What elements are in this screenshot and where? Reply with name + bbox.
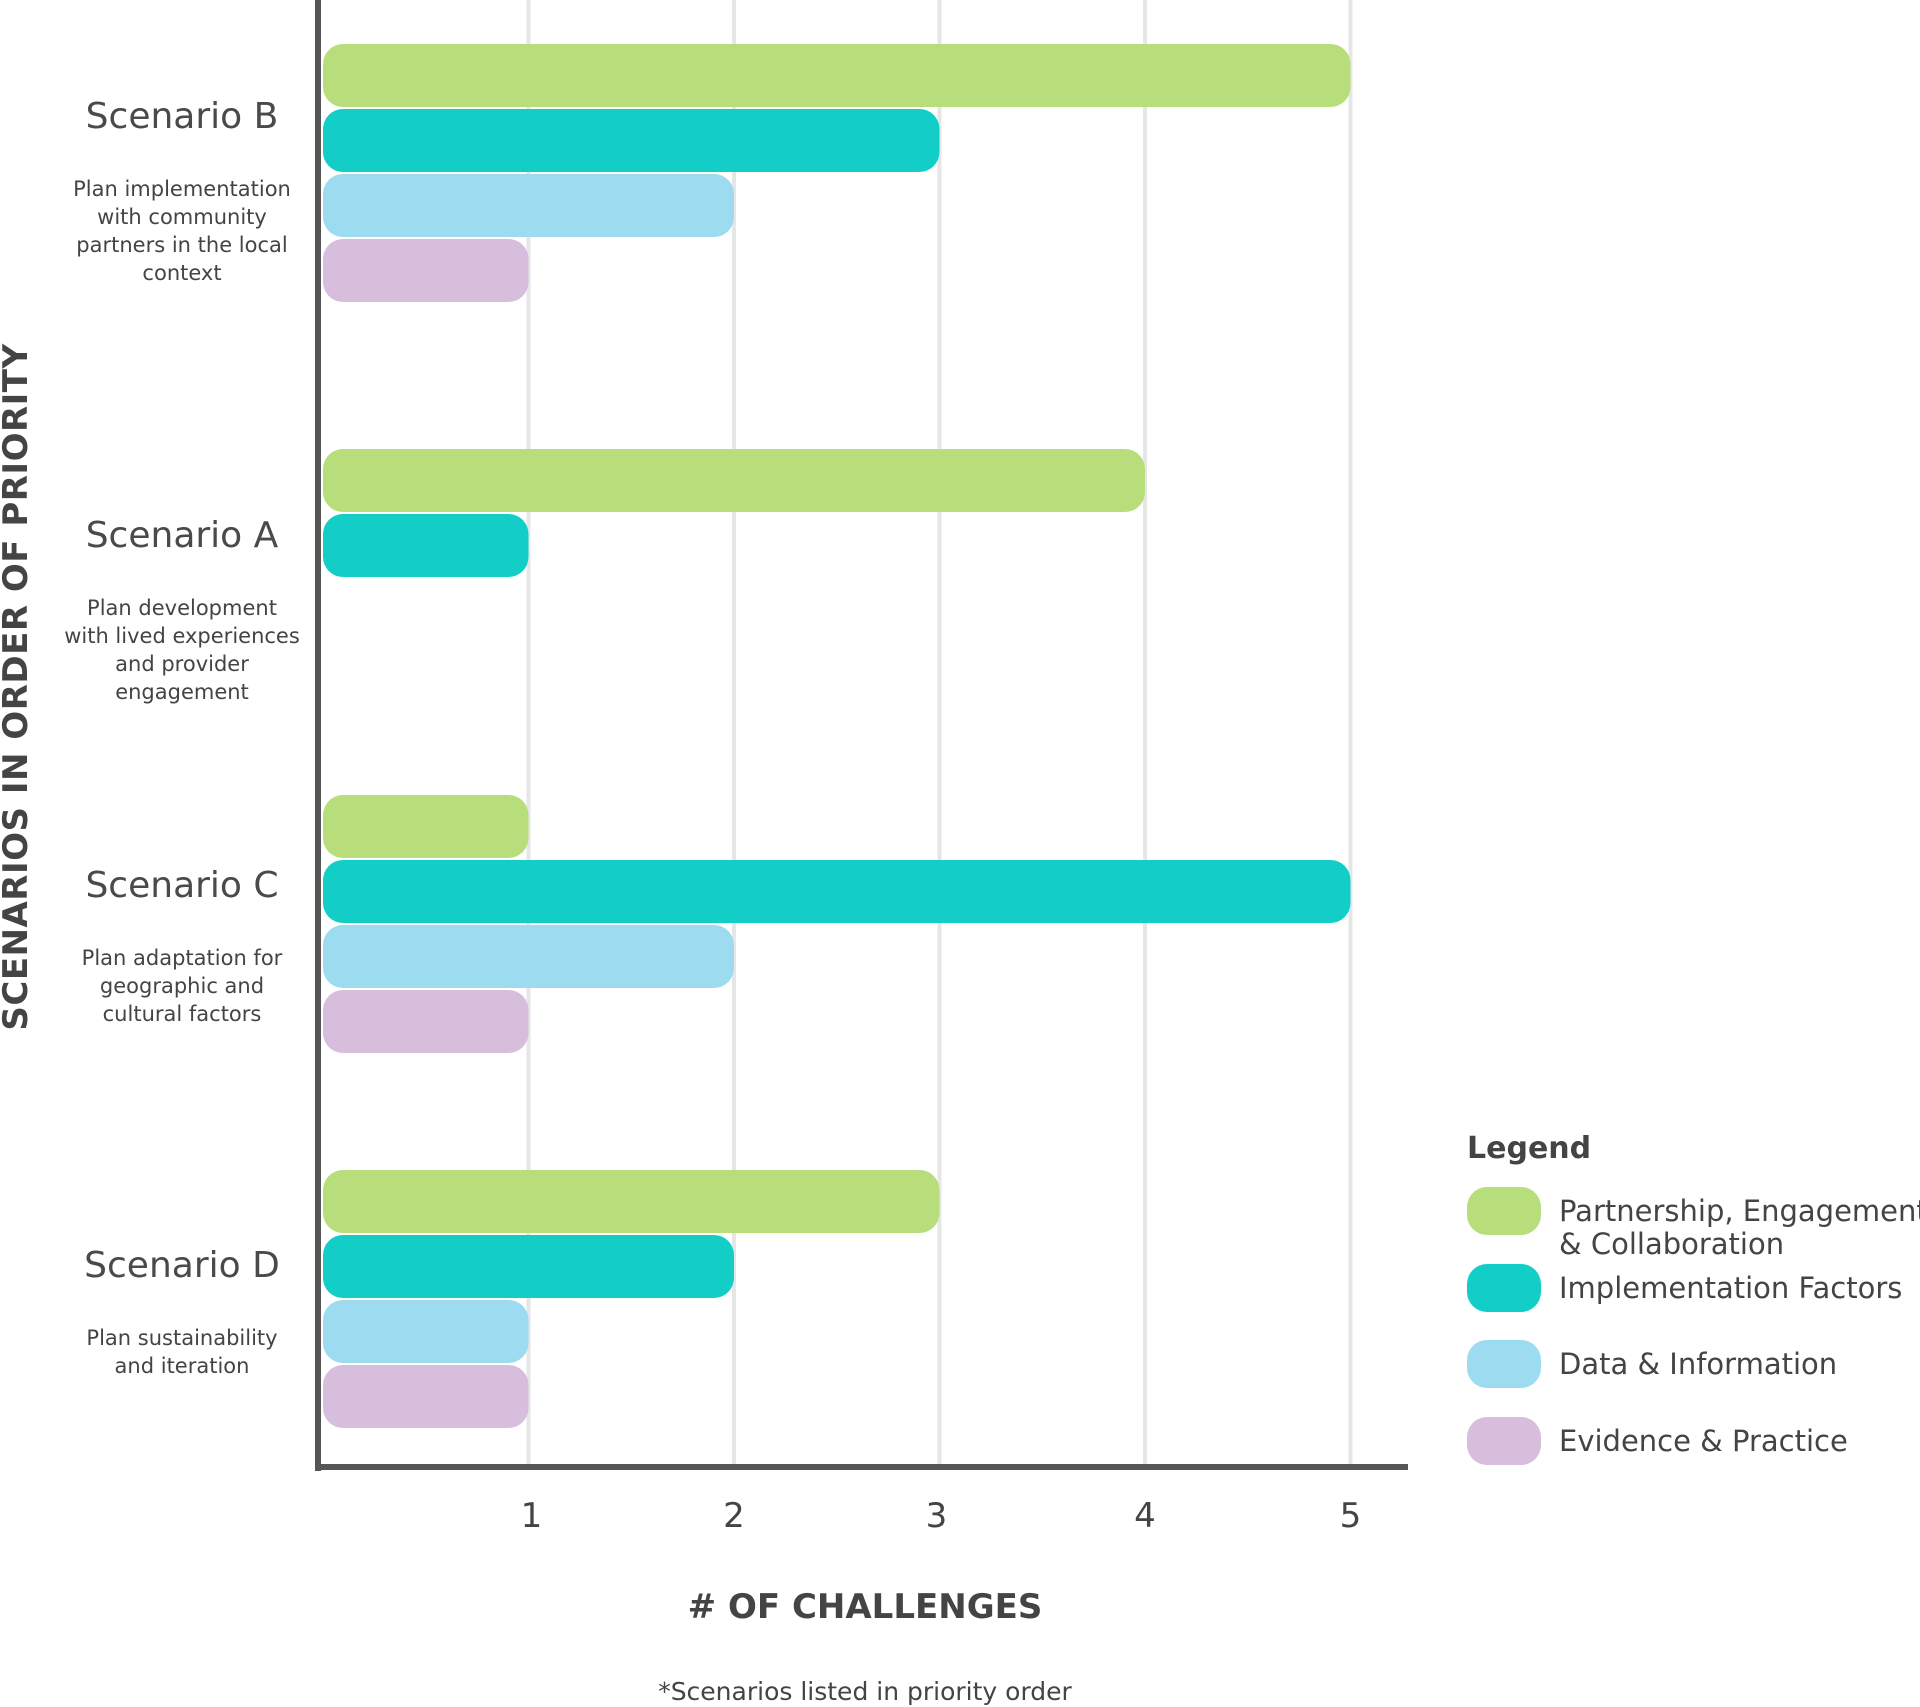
x-axis-title: # OF CHALLENGES [688,1587,1043,1627]
x-tick-label-3: 3 [926,1496,948,1536]
x-tick-label-1: 1 [521,1496,543,1536]
category-description-scenario-b: partners in the local [76,233,287,257]
legend-swatch-3 [1467,1340,1541,1388]
category-label-scenario-b: Scenario B [86,96,279,137]
bar-scenario-d-series-4 [323,1365,529,1428]
legend-swatch-1 [1467,1187,1541,1235]
bar-scenario-c-series-3 [323,925,734,988]
footnote: *Scenarios listed in priority order [658,1677,1072,1706]
y-axis-title: SCENARIOS IN ORDER OF PRIORITY [0,343,36,1030]
x-tick-label-2: 2 [723,1496,745,1536]
legend-label-2: Implementation Factors [1559,1271,1902,1305]
bar-scenario-c-series-4 [323,990,529,1053]
legend-title: Legend [1467,1131,1591,1166]
category-label-scenario-c: Scenario C [85,865,278,906]
legend-label-3: Data & Information [1559,1347,1837,1381]
bar-scenario-b-series-3 [323,174,734,237]
bar-scenario-d-series-2 [323,1235,734,1298]
x-ticks: 1 2 3 4 5 [521,1496,1362,1536]
bar-scenario-b-series-2 [323,109,940,172]
category-label-scenario-d: Scenario D [84,1245,280,1286]
category-description-scenario-c: cultural factors [103,1002,262,1026]
legend-swatch-2 [1467,1264,1541,1312]
bar-scenario-b-series-4 [323,239,529,302]
legend-swatch-4 [1467,1417,1541,1465]
bar-scenario-c-series-2 [323,860,1351,923]
bar-scenario-d-series-1 [323,1170,940,1233]
bar-scenario-a-series-2 [323,514,529,577]
category-description-scenario-d: and iteration [115,1354,250,1378]
category-description-scenario-d: Plan sustainability [86,1326,277,1350]
category-description-scenario-b: Plan implementation [73,177,291,201]
legend-label-1: Partnership, Engagement [1559,1194,1920,1228]
bar-scenario-a-series-1 [323,449,1145,512]
category-description-scenario-a: engagement [115,680,249,704]
category-description-scenario-c: Plan adaptation for [82,946,283,970]
category-description-scenario-b: with community [97,205,267,229]
category-description-scenario-a: Plan development [87,596,277,620]
category-description-scenario-c: geographic and [100,974,264,998]
axes [315,0,1408,1471]
category-label-scenario-a: Scenario A [86,515,279,556]
legend-label-1: & Collaboration [1559,1227,1784,1261]
category-description-scenario-a: and provider [115,652,249,676]
legend: Legend Partnership, Engagement& Collabor… [1467,1131,1920,1465]
bar-scenario-b-series-1 [323,44,1351,107]
legend-label-4: Evidence & Practice [1559,1424,1848,1458]
bar-scenario-d-series-3 [323,1300,529,1363]
category-labels: Scenario B Plan implementation with commun… [64,96,300,1378]
x-tick-label-4: 4 [1134,1496,1156,1536]
bars [323,44,1351,1428]
category-description-scenario-a: with lived experiences [64,624,300,648]
category-description-scenario-b: context [142,261,221,285]
x-tick-label-5: 5 [1340,1496,1362,1536]
bar-scenario-c-series-1 [323,795,529,858]
